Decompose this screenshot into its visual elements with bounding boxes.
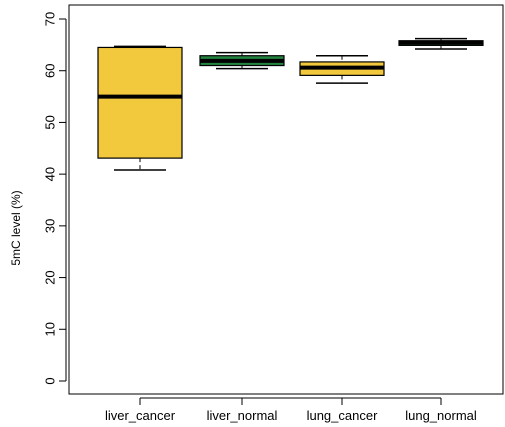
x-axis: liver_cancer liver_normal lung_cancer lung_… — [105, 397, 477, 423]
plot-frame — [68, 4, 504, 395]
x-tick-label: lung_normal — [405, 408, 477, 423]
y-axis: 0 10 20 30 40 50 60 70 — [43, 12, 67, 385]
x-tick-label: lung_cancer — [307, 408, 378, 423]
x-tick-label: liver_normal — [207, 408, 278, 423]
box-rect — [97, 46, 183, 159]
box-lung_cancer — [299, 54, 385, 84]
box-lung_normal — [398, 37, 484, 50]
y-tick-label: 40 — [43, 167, 58, 181]
y-tick-label: 70 — [43, 12, 58, 26]
x-tick-label: liver_cancer — [105, 408, 176, 423]
box-liver_cancer — [97, 45, 183, 171]
y-tick-label: 20 — [43, 270, 58, 284]
y-axis-title: 5mC level (%) — [9, 190, 23, 265]
y-tick-label: 30 — [43, 219, 58, 233]
y-tick-label: 50 — [43, 115, 58, 129]
y-tick-label: 60 — [43, 63, 58, 77]
y-tick-label: 0 — [43, 377, 58, 384]
box-liver_normal — [199, 51, 285, 70]
boxes — [97, 37, 484, 171]
y-tick-label: 10 — [43, 322, 58, 336]
